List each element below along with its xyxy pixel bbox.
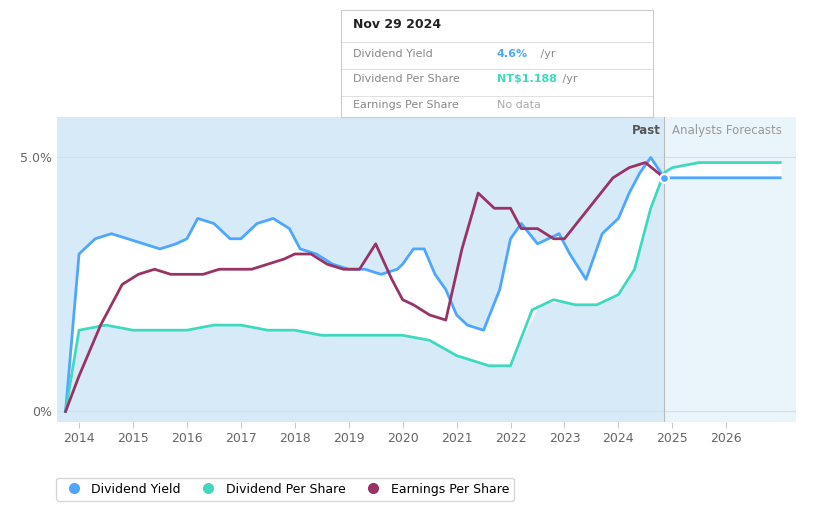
Text: /yr: /yr [559, 74, 578, 84]
Text: Analysts Forecasts: Analysts Forecasts [672, 124, 782, 137]
Text: Nov 29 2024: Nov 29 2024 [353, 18, 442, 30]
Text: Dividend Yield: Dividend Yield [353, 49, 433, 58]
Bar [57, 117, 664, 422]
Text: Past: Past [631, 124, 660, 137]
Legend: Dividend Yield, Dividend Per Share, Earnings Per Share: Dividend Yield, Dividend Per Share, Earn… [57, 478, 514, 501]
Text: Dividend Per Share: Dividend Per Share [353, 74, 460, 84]
Text: 4.6%: 4.6% [497, 49, 528, 58]
Bar [664, 117, 796, 422]
Text: /yr: /yr [537, 49, 556, 58]
Text: No data: No data [497, 100, 540, 110]
Text: NT$1.188: NT$1.188 [497, 74, 557, 84]
Text: Earnings Per Share: Earnings Per Share [353, 100, 459, 110]
Point [658, 174, 671, 182]
